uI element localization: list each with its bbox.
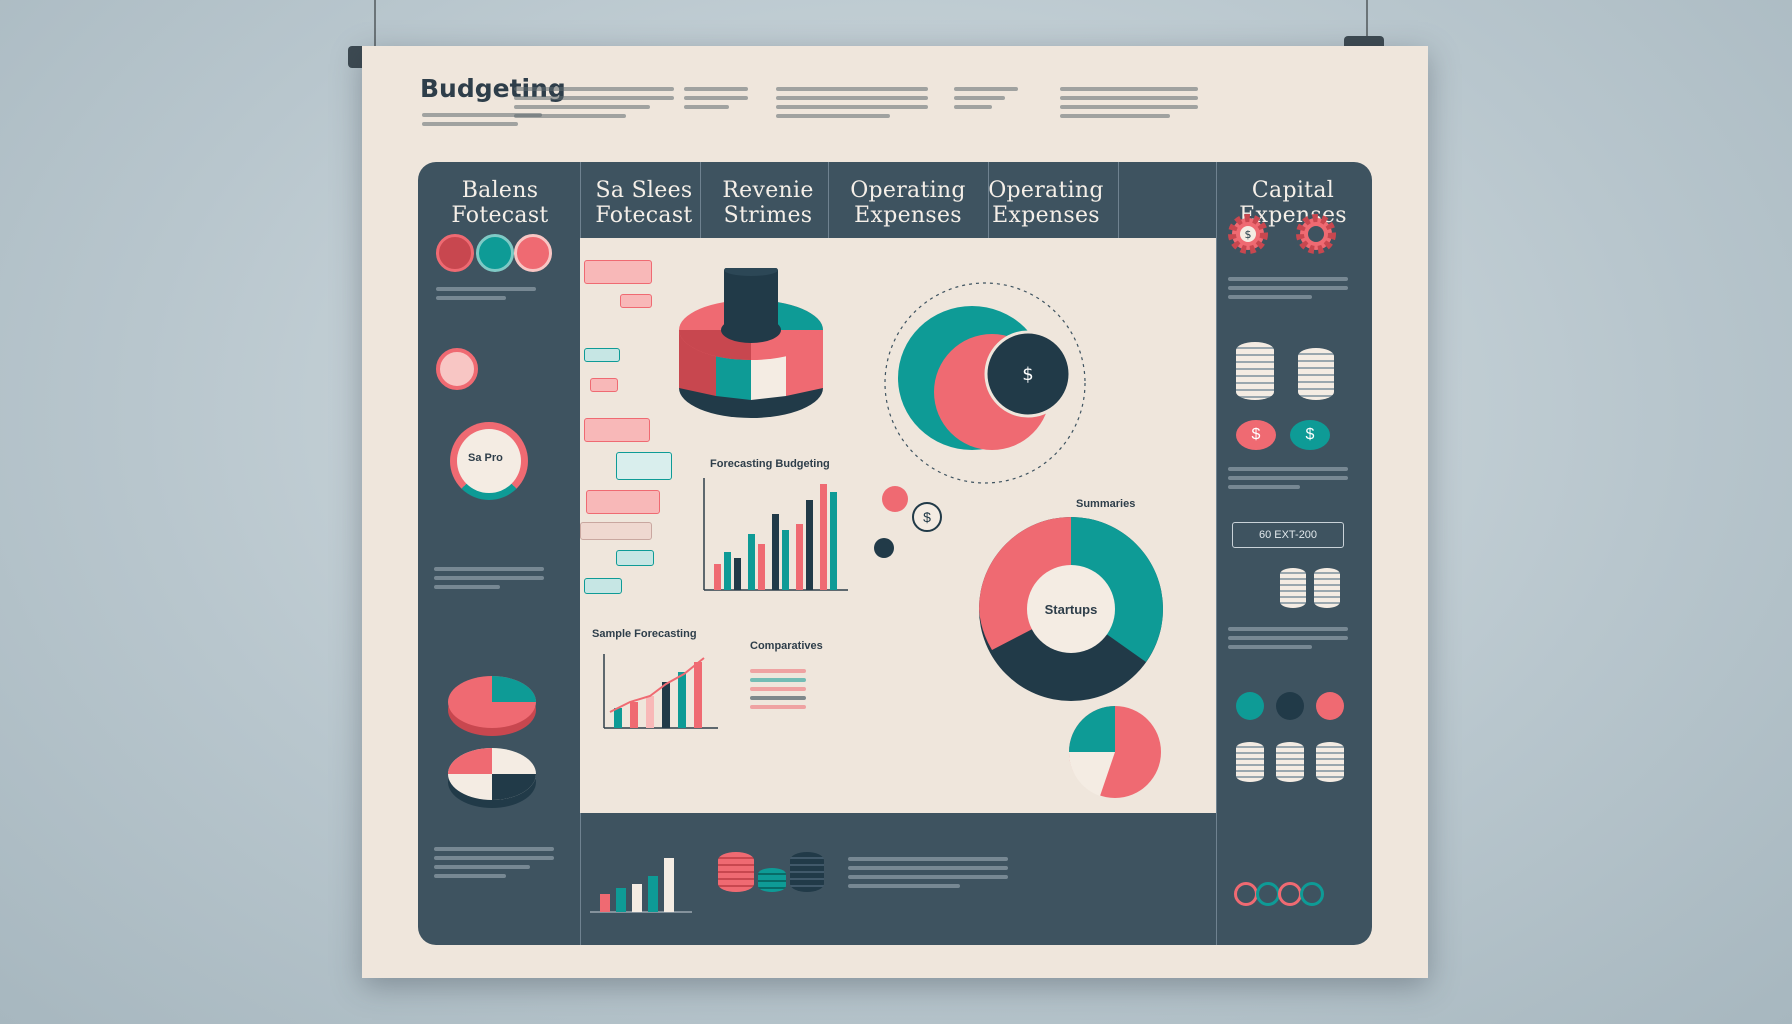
hanging-wire-right — [1366, 0, 1368, 38]
coin-stack-icon — [718, 852, 754, 892]
header-note-4 — [954, 82, 1018, 114]
left-bottom-notes — [434, 842, 554, 883]
dollar-icon — [882, 486, 908, 512]
capital-mid-notes — [1228, 462, 1348, 494]
scale-box: 60 EXT-200 — [1232, 522, 1344, 548]
left-pie-chart-top — [448, 676, 536, 736]
comparatives-legend — [750, 664, 806, 714]
coin-stack-icon — [758, 868, 786, 892]
bottom-bar-chart — [590, 858, 692, 913]
coin-stack-icon — [1314, 568, 1340, 608]
revenue-ring-chart — [679, 268, 823, 418]
column-title-operating-expenses: Operating Expenses — [850, 178, 966, 228]
header-note-5 — [1060, 82, 1198, 123]
capital-notes — [1228, 272, 1348, 304]
sales-tile — [584, 260, 652, 284]
column-divider — [828, 162, 829, 238]
column-divider — [1216, 162, 1217, 945]
indicator-dot-pink — [514, 234, 552, 272]
operating-expense-venn: $ — [884, 282, 1086, 484]
hanging-wire-left — [374, 0, 376, 48]
column-title-capital-expenses: Capital Expenses — [1239, 178, 1347, 228]
indicator-dot-coral — [436, 234, 474, 272]
header-note-2 — [684, 82, 748, 114]
column-title-revenue-streams: Revenie Strimes — [722, 178, 814, 228]
header-note-3 — [776, 82, 928, 123]
dollar-icon — [1316, 692, 1344, 720]
dollar-icon: $ — [1290, 420, 1330, 450]
coin-stack-icon — [790, 852, 824, 892]
coin-stack-icon — [1298, 348, 1334, 400]
forecast-bar-chart — [703, 478, 848, 591]
donut-center-label: Startups — [1044, 602, 1098, 617]
main-board: Balens Fotecast Sa Slees Fotecast Reveni… — [418, 162, 1372, 945]
sales-tile — [584, 348, 620, 362]
capital-lower-notes — [1228, 622, 1348, 654]
sales-tile — [584, 418, 650, 442]
gear-icon — [1296, 214, 1336, 254]
trend-chart-title: Sample Forecasting — [592, 628, 697, 640]
sales-pie-gauge — [450, 422, 528, 500]
column-divider — [988, 162, 989, 238]
column-divider — [1118, 162, 1119, 238]
coin-stack-icon — [1276, 742, 1304, 782]
sales-tile — [590, 378, 618, 392]
sales-tile — [580, 522, 652, 540]
svg-text:$: $ — [1022, 364, 1033, 385]
sales-tile — [616, 550, 654, 566]
balance-gauge — [436, 348, 478, 390]
bar-chart-title: Forecasting Budgeting — [710, 458, 830, 470]
summary-title: Summaries — [1076, 498, 1136, 510]
dollar-icon — [1236, 692, 1264, 720]
capital-rings — [1234, 882, 1354, 906]
sales-pie-label: Sa Pro — [468, 452, 503, 464]
left-col-notes — [434, 562, 544, 594]
startups-donut-chart — [979, 517, 1163, 701]
gear-icon: $ — [1228, 214, 1268, 254]
sales-tile — [586, 490, 660, 514]
header-note-1 — [514, 82, 674, 123]
central-panel: $ $ Forecasting Budgeting — [580, 238, 1216, 813]
comparatives-title: Comparatives — [750, 640, 823, 652]
coin-stack-icon — [1236, 742, 1264, 782]
column-title-sales-forecast: Sa Slees Fotecast — [595, 178, 693, 228]
indicator-dot-teal — [476, 234, 514, 272]
dollar-icon: $ — [1236, 420, 1276, 450]
coin-stack-icon — [1316, 742, 1344, 782]
dollar-icon — [1276, 692, 1304, 720]
column-title-operating-expenses-2: Operating Expenses — [988, 178, 1104, 228]
column-title-balance-forecast: Balens Fotecast — [451, 178, 549, 228]
svg-text:$: $ — [1245, 228, 1252, 241]
infographic-poster: Budgeting Balens Fotecast Sa Slees Fotec… — [362, 46, 1428, 978]
bottom-pie-chart — [1068, 706, 1161, 798]
sales-tile — [584, 578, 622, 594]
trend-bar-line-chart — [603, 654, 718, 729]
column-divider — [700, 162, 701, 238]
left-pie-chart-bottom — [448, 748, 536, 808]
dollar-icon: $ — [912, 502, 942, 532]
sales-tile — [620, 294, 652, 308]
coin-stack-icon — [1280, 568, 1306, 608]
bottom-notes — [848, 852, 1008, 893]
sales-tile — [616, 452, 672, 480]
dollar-icon — [874, 538, 894, 558]
balance-notes — [436, 282, 536, 305]
title-caption-lines — [422, 108, 542, 131]
coin-stack-icon — [1236, 342, 1274, 400]
